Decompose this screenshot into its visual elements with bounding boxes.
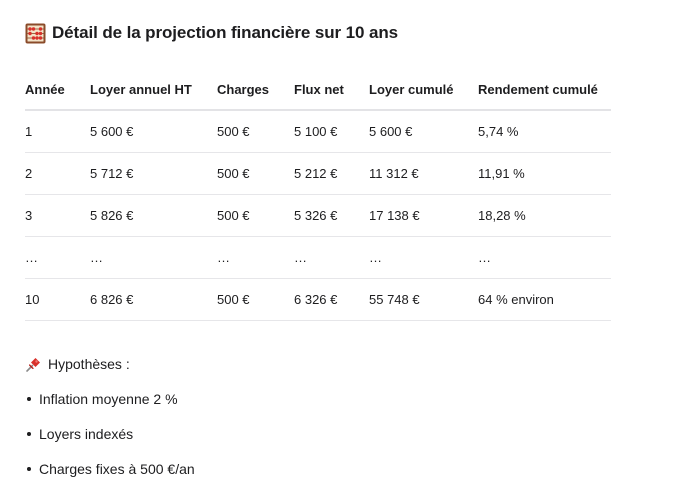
table-row: 10 6 826 € 500 € 6 326 € 55 748 € 64 % e… [25, 278, 611, 321]
table-cell: 5,74 % [478, 110, 611, 153]
list-item-text: Loyers indexés [39, 426, 134, 442]
hypotheses-heading: Hypothèses : [25, 354, 665, 374]
section-heading: Détail de la projection financière sur 1… [25, 20, 665, 46]
list-item-text: Charges fixes à 500 €/an [39, 461, 195, 477]
table-cell: 55 748 € [369, 278, 478, 321]
table-cell: 11,91 % [478, 152, 611, 195]
table-cell: 10 [25, 278, 90, 321]
table-cell: … [90, 236, 217, 279]
table-cell: … [217, 236, 294, 279]
list-item: Inflation moyenne 2 % [25, 389, 665, 409]
section-heading-text: Détail de la projection financière sur 1… [52, 23, 399, 42]
table-cell: … [369, 236, 478, 279]
table-cell: 5 326 € [294, 194, 369, 237]
column-header-charges: Charges [217, 69, 294, 111]
table-row: … … … … … … [25, 236, 611, 279]
table-cell: 6 826 € [90, 278, 217, 321]
table-cell: 18,28 % [478, 194, 611, 237]
table-cell: 5 100 € [294, 110, 369, 153]
table-cell: 5 600 € [90, 110, 217, 153]
table-cell: 5 600 € [369, 110, 478, 153]
table-cell: 500 € [217, 278, 294, 321]
table-cell: 5 712 € [90, 152, 217, 195]
table-row: 3 5 826 € 500 € 5 326 € 17 138 € 18,28 % [25, 194, 611, 237]
table-header-row: Année Loyer annuel HT Charges Flux net L… [25, 69, 611, 111]
table-cell: … [25, 236, 90, 279]
table-cell: … [294, 236, 369, 279]
table-cell: 500 € [217, 194, 294, 237]
table-row: 1 5 600 € 500 € 5 100 € 5 600 € 5,74 % [25, 110, 611, 153]
table-cell: … [478, 236, 611, 279]
table-cell: 3 [25, 194, 90, 237]
document-content: Détail de la projection financière sur 1… [25, 20, 665, 479]
table-row: 2 5 712 € 500 € 5 212 € 11 312 € 11,91 % [25, 152, 611, 195]
column-header-rendement-cumule: Rendement cumulé [478, 69, 611, 111]
bullet-icon [27, 467, 31, 471]
list-item-text: Inflation moyenne 2 % [39, 391, 178, 407]
table-cell: 1 [25, 110, 90, 153]
table-cell: 500 € [217, 110, 294, 153]
table-cell: 5 212 € [294, 152, 369, 195]
pushpin-icon [25, 356, 42, 373]
hypotheses-title: Hypothèses : [48, 356, 130, 372]
list-item: Charges fixes à 500 €/an [25, 459, 665, 479]
table-cell: 11 312 € [369, 152, 478, 195]
column-header-annee: Année [25, 69, 90, 111]
column-header-flux-net: Flux net [294, 69, 369, 111]
column-header-loyer-annuel: Loyer annuel HT [90, 69, 217, 111]
table-cell: 6 326 € [294, 278, 369, 321]
bullet-icon [27, 432, 31, 436]
abacus-icon [25, 23, 46, 44]
table-cell: 2 [25, 152, 90, 195]
bullet-icon [27, 397, 31, 401]
table-cell: 5 826 € [90, 194, 217, 237]
hypotheses-list: Inflation moyenne 2 % Loyers indexés Cha… [25, 389, 665, 479]
projection-table: Année Loyer annuel HT Charges Flux net L… [25, 69, 611, 321]
list-item: Loyers indexés [25, 424, 665, 444]
column-header-loyer-cumule: Loyer cumulé [369, 69, 478, 111]
table-cell: 500 € [217, 152, 294, 195]
table-cell: 17 138 € [369, 194, 478, 237]
table-cell: 64 % environ [478, 278, 611, 321]
